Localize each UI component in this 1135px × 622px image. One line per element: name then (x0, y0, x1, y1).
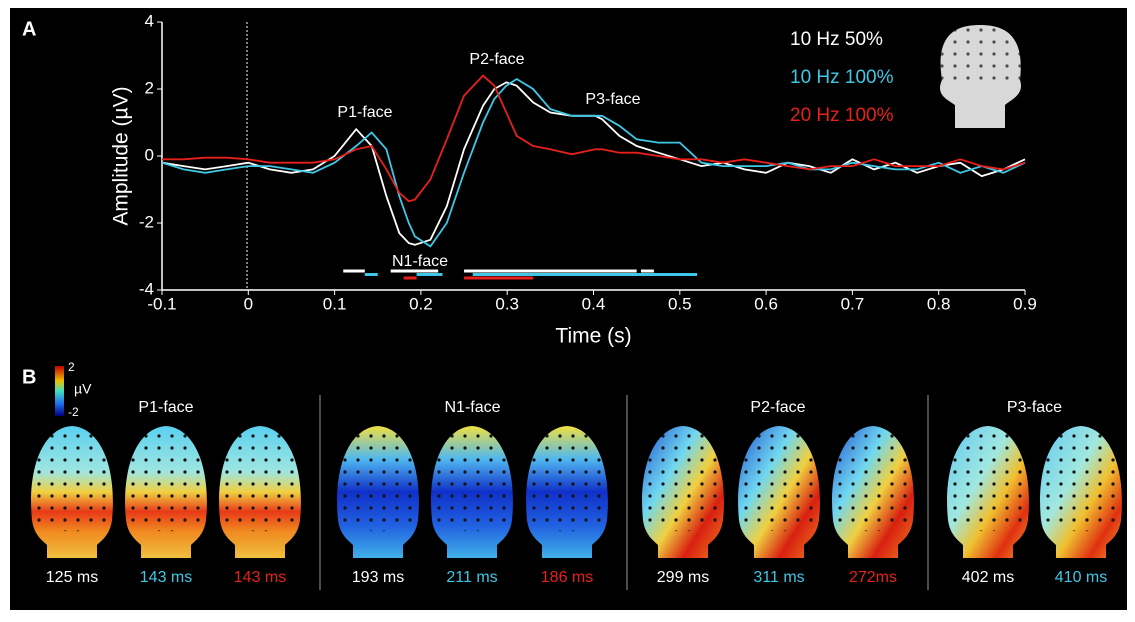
map-time-label: 272ms (849, 569, 897, 586)
electrodes (219, 426, 301, 532)
map-time-label: 125 ms (46, 569, 98, 586)
topomap (125, 426, 207, 558)
x-tick-label: 0.6 (754, 294, 778, 313)
map-time-label: 410 ms (1055, 569, 1107, 586)
peak-annotation: P2-face (469, 51, 524, 68)
electrodes (832, 426, 914, 532)
legend-label: 10 Hz 50% (790, 29, 883, 50)
colorbar-min: -2 (68, 405, 79, 419)
topomap (31, 426, 113, 558)
colorbar (55, 366, 64, 416)
colorbar-max: 2 (68, 360, 75, 374)
series-line (162, 74, 1026, 203)
head-inset (939, 25, 1022, 128)
x-tick-label: 0.3 (495, 294, 519, 313)
x-tick-label: 0.5 (668, 294, 692, 313)
panel-label: A (22, 18, 36, 40)
electrodes (947, 426, 1029, 532)
group-title: P3-face (1007, 399, 1062, 416)
x-tick-label: 0.4 (582, 294, 606, 313)
x-axis-label: Time (s) (555, 325, 631, 348)
x-tick-label: 0.7 (841, 294, 865, 313)
panel-label: B (22, 366, 36, 388)
y-tick-label: 0 (145, 145, 154, 164)
x-tick-label: 0.8 (927, 294, 951, 313)
group-title: P1-face (138, 399, 193, 416)
electrodes (431, 426, 513, 532)
x-tick-label: 0.1 (323, 294, 347, 313)
y-tick-label: -4 (139, 279, 154, 298)
peak-annotation: P1-face (337, 104, 392, 121)
y-tick-label: 4 (145, 11, 154, 30)
map-time-label: 299 ms (657, 569, 709, 586)
y-axis-label: Amplitude (µV) (110, 86, 133, 225)
topomap (337, 426, 419, 558)
peak-annotation: P3-face (585, 91, 640, 108)
topomap (1040, 426, 1122, 558)
electrodes (642, 426, 724, 532)
y-tick-label: 2 (145, 78, 154, 97)
electrodes (738, 426, 820, 532)
y-tick-label: -2 (139, 212, 154, 231)
topomap (947, 426, 1029, 558)
electrodes (125, 426, 207, 532)
topomap (738, 426, 820, 558)
electrodes (526, 426, 608, 532)
group-title: P2-face (750, 399, 805, 416)
map-time-label: 211 ms (446, 569, 497, 586)
peak-annotation: N1-face (392, 253, 448, 270)
topomap (431, 426, 513, 558)
colorbar-unit: µV (74, 381, 92, 397)
x-tick-label: 0.9 (1013, 294, 1037, 313)
map-time-label: 143 ms (140, 569, 192, 586)
group-title: N1-face (444, 399, 500, 416)
map-time-label: 402 ms (962, 569, 1014, 586)
map-time-label: 193 ms (352, 569, 404, 586)
x-tick-label: 0.2 (409, 294, 433, 313)
electrodes (1040, 426, 1122, 532)
topomap (832, 426, 914, 558)
topomap (642, 426, 724, 558)
topomap (219, 426, 301, 558)
topomap (526, 426, 608, 558)
x-tick-label: 0 (244, 294, 253, 313)
map-time-label: 311 ms (753, 569, 804, 586)
electrodes (337, 426, 419, 532)
legend-label: 20 Hz 100% (790, 105, 894, 126)
legend-label: 10 Hz 100% (790, 67, 894, 88)
map-time-label: 186 ms (541, 569, 593, 586)
x-tick-label: -0.1 (147, 294, 176, 313)
electrodes (31, 426, 113, 532)
map-time-label: 143 ms (234, 569, 286, 586)
